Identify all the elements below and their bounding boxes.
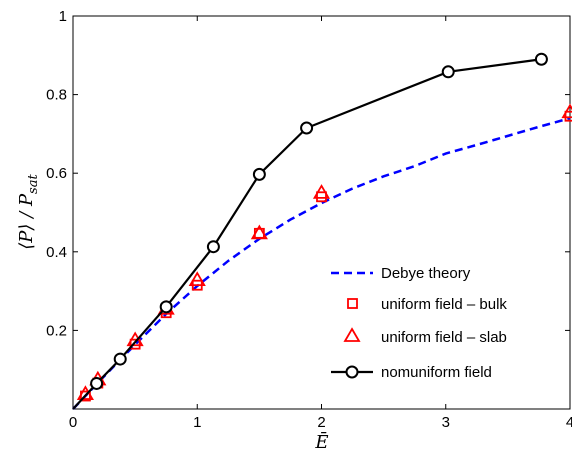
- y-tick-label: 0.2: [46, 322, 67, 339]
- marker-nonuniform: [113, 352, 127, 366]
- x-tick-label: 0: [69, 414, 77, 431]
- marker-uniform-slab: [561, 103, 572, 119]
- legend-swatch-slab: [343, 327, 361, 342]
- legend: Debye theory uniform field – bulk unifor…: [323, 255, 563, 397]
- marker-uniform-slab: [250, 224, 268, 240]
- legend-label-slab: uniform field – slab: [381, 329, 507, 346]
- marker-uniform-bulk: [316, 191, 327, 203]
- x-tick-label: 3: [442, 414, 450, 431]
- y-axis-label-sub: sat: [26, 174, 41, 194]
- legend-label-bulk: uniform field – bulk: [381, 296, 507, 313]
- x-tick-label: 2: [317, 414, 325, 431]
- y-tick-label: 0.4: [46, 244, 67, 261]
- marker-nonuniform: [206, 240, 220, 254]
- marker-nonuniform: [90, 376, 104, 390]
- x-axis-label: Ē: [314, 430, 328, 453]
- legend-box: [323, 255, 563, 397]
- y-axis-label: ⟨P⟩ / Psat: [16, 174, 41, 250]
- marker-nonuniform: [252, 167, 266, 181]
- y-tick-label: 1: [59, 8, 67, 25]
- axis-ticks: 0 1 2 3 4 0.2 0.4 0.6 0.8 1: [46, 8, 572, 431]
- series-layer: [72, 52, 572, 410]
- y-tick-label: 0.8: [46, 87, 67, 104]
- y-axis-label-main: ⟨P⟩ / P: [16, 193, 37, 250]
- marker-nonuniform: [441, 65, 455, 79]
- series-line-debye-theory: [72, 116, 571, 410]
- marker-nonuniform: [534, 52, 548, 66]
- legend-label-debye: Debye theory: [381, 265, 471, 282]
- marker-nonuniform: [300, 121, 314, 135]
- marker-uniform-slab: [188, 271, 206, 286]
- marker-uniform-slab: [312, 184, 331, 199]
- x-tick-label: 1: [193, 414, 201, 431]
- marker-nonuniform: [159, 300, 173, 314]
- legend-swatch-nonuniform-marker: [345, 365, 359, 379]
- y-tick-label: 0.6: [46, 165, 67, 182]
- marker-uniform-bulk: [564, 110, 572, 122]
- x-tick-label: 4: [566, 414, 572, 431]
- legend-swatch-bulk: [347, 298, 358, 309]
- legend-label-nonuniform: nomuniform field: [381, 364, 492, 381]
- marker-uniform-bulk: [129, 338, 141, 350]
